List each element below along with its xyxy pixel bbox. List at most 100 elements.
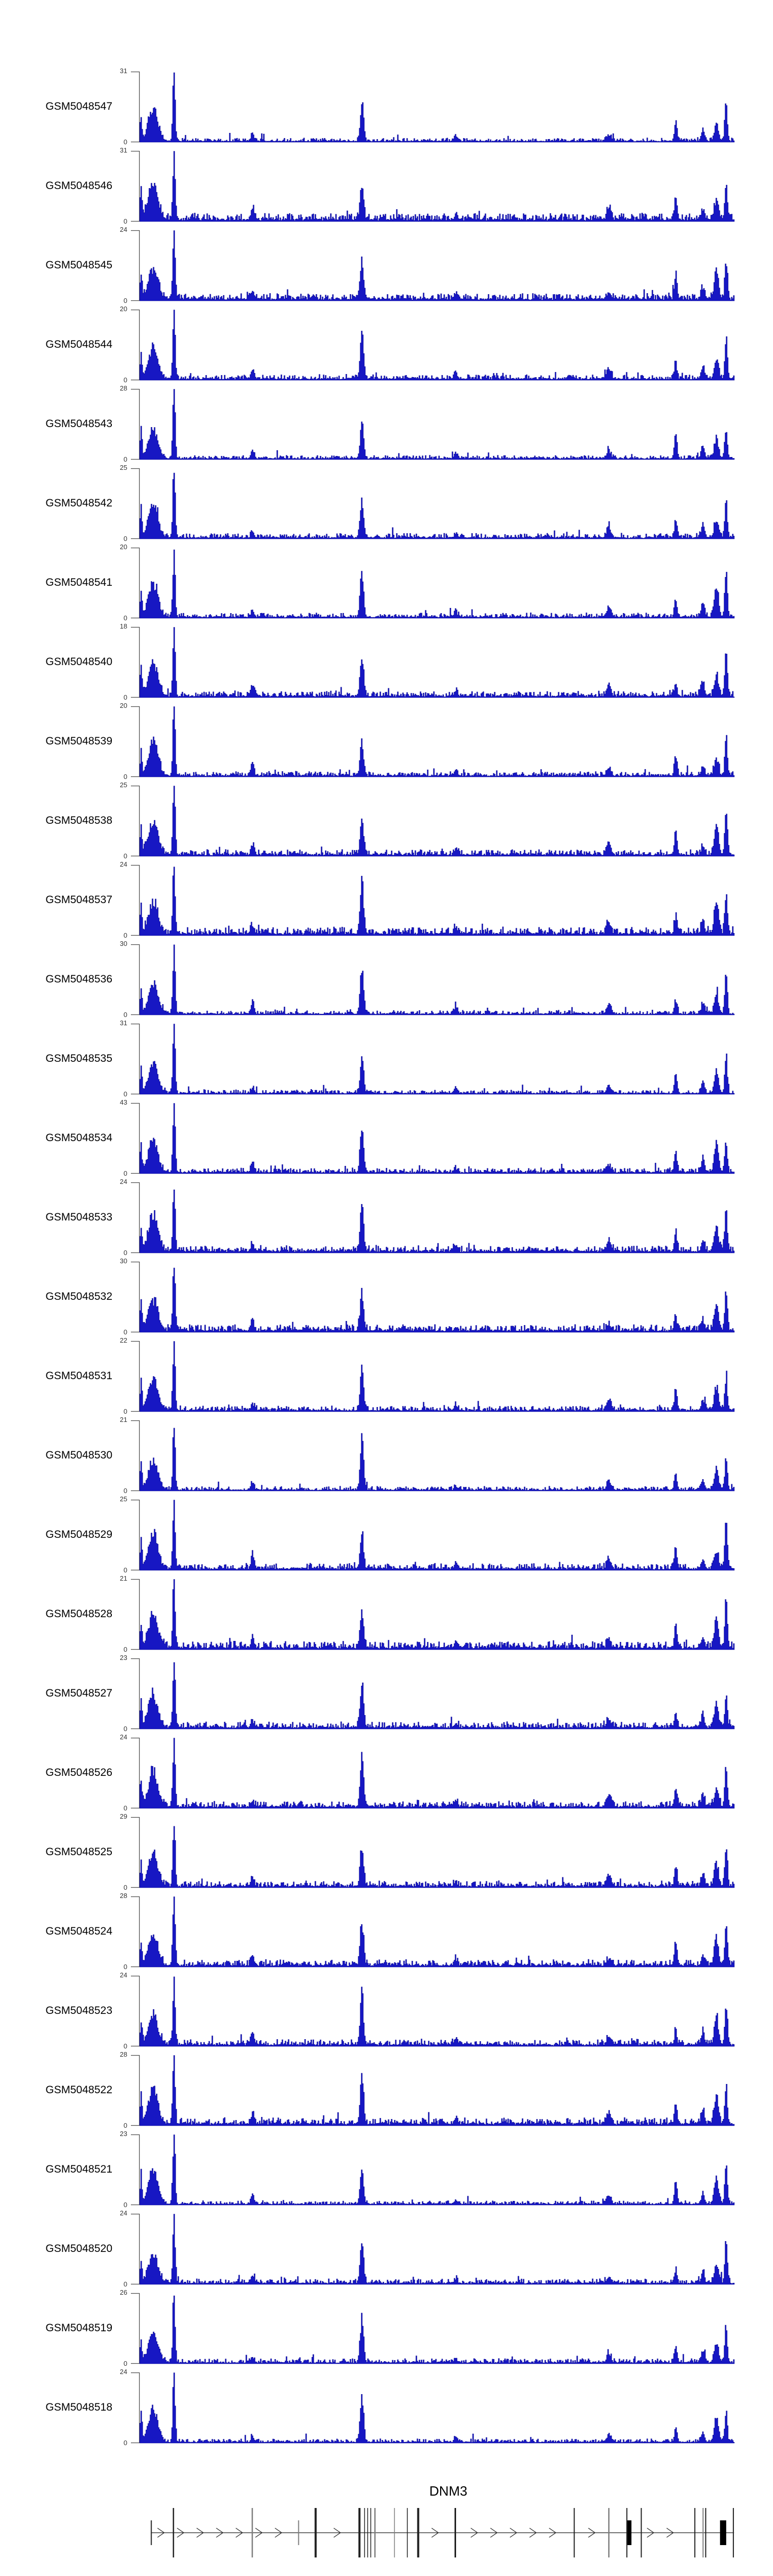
coverage-signal-plot: [131, 1579, 735, 1650]
coverage-signal-plot: [131, 309, 735, 381]
y-axis-max-label: 20: [120, 543, 127, 551]
coverage-track-row: GSM5048526 24 0: [0, 1733, 773, 1817]
gene-exon-tick: [733, 2508, 734, 2557]
sample-name-label: GSM5048530: [45, 1449, 112, 1461]
sample-name-label: GSM5048518: [45, 2401, 112, 2413]
coverage-track-row: GSM5048531 22 0: [0, 1336, 773, 1420]
coverage-signal-plot: [131, 2213, 735, 2285]
gene-exon-tick: [455, 2508, 456, 2557]
y-axis-zero-label: 0: [123, 1011, 127, 1019]
gene-exon-tick: [173, 2508, 174, 2557]
coverage-histogram: [139, 944, 735, 1015]
coverage-signal-plot: [131, 2372, 735, 2444]
coverage-track-row: GSM5048527 23 0: [0, 1654, 773, 1737]
gene-exon-tick: [394, 2508, 395, 2557]
gene-exon-tick: [641, 2508, 642, 2557]
y-axis-max-label: 23: [120, 2130, 127, 2138]
y-axis-max-label: 24: [120, 1733, 127, 1741]
y-axis-zero-label: 0: [123, 1170, 127, 1177]
sample-name-label: GSM5048519: [45, 2322, 112, 2334]
y-axis-zero-label: 0: [123, 297, 127, 304]
sample-name-label: GSM5048543: [45, 418, 112, 430]
y-axis-bracket: [131, 1896, 140, 1968]
coverage-signal-plot: [131, 1023, 735, 1095]
y-axis-zero-label: 0: [123, 1804, 127, 1812]
coverage-signal-plot: [131, 785, 735, 857]
gene-exon-tick: [298, 2520, 299, 2545]
y-axis-max-label: 25: [120, 781, 127, 789]
y-axis-zero-label: 0: [123, 1646, 127, 1653]
y-axis-zero-label: 0: [123, 2122, 127, 2129]
coverage-signal-plot: [131, 626, 735, 698]
y-axis-bracket: [131, 1579, 140, 1650]
coverage-signal-plot: [131, 468, 735, 539]
coverage-histogram: [139, 786, 735, 857]
coverage-signal-plot: [131, 2134, 735, 2206]
y-axis-bracket: [131, 2293, 140, 2364]
sample-name-label: GSM5048535: [45, 1053, 112, 1064]
y-axis-max-label: 43: [120, 1098, 127, 1106]
y-axis-zero-label: 0: [123, 2042, 127, 2050]
strand-arrow-icon: [431, 2528, 439, 2538]
y-axis-max-label: 21: [120, 1574, 127, 1582]
coverage-histogram: [139, 1103, 735, 1174]
y-axis-bracket: [131, 865, 140, 936]
y-axis-zero-label: 0: [123, 2439, 127, 2447]
y-axis-max-label: 20: [120, 702, 127, 709]
y-axis-zero-label: 0: [123, 217, 127, 225]
y-axis-bracket: [131, 944, 140, 1015]
y-axis-zero-label: 0: [123, 931, 127, 939]
y-axis-max-label: 26: [120, 2289, 127, 2296]
coverage-histogram: [139, 706, 735, 777]
coverage-signal-plot: [131, 1817, 735, 1888]
y-axis-max-label: 21: [120, 1416, 127, 1423]
y-axis-max-label: 28: [120, 1892, 127, 1900]
sample-name-label: GSM5048542: [45, 497, 112, 509]
y-axis-zero-label: 0: [123, 1090, 127, 1098]
coverage-track-row: GSM5048524 28 0: [0, 1892, 773, 1975]
sample-name-label: GSM5048524: [45, 1925, 112, 1937]
strand-arrow-icon: [236, 2528, 243, 2538]
y-axis-bracket: [131, 1341, 140, 1412]
gene-exon-box: [720, 2520, 727, 2545]
y-axis-max-label: 25: [120, 1495, 127, 1503]
strand-arrow-icon: [255, 2528, 263, 2538]
gene-exon-box: [627, 2520, 632, 2545]
y-axis-zero-label: 0: [123, 693, 127, 701]
y-axis-bracket: [131, 1737, 140, 1809]
strand-arrow-icon: [216, 2528, 224, 2538]
coverage-signal-plot: [131, 1975, 735, 2047]
gene-exon-tick: [314, 2508, 317, 2557]
coverage-track-row: GSM5048529 25 0: [0, 1495, 773, 1579]
coverage-histogram: [139, 1190, 735, 1253]
sample-name-label: GSM5048529: [45, 1529, 112, 1540]
coverage-histogram: [139, 310, 735, 381]
coverage-track-row: GSM5048541 20 0: [0, 543, 773, 626]
coverage-track-row: GSM5048533 24 0: [0, 1178, 773, 1261]
y-axis-zero-label: 0: [123, 614, 127, 622]
coverage-signal-plot: [131, 865, 735, 936]
coverage-track-row: GSM5048542 25 0: [0, 464, 773, 547]
y-axis-zero-label: 0: [123, 376, 127, 384]
sample-name-label: GSM5048544: [45, 338, 112, 350]
y-axis-max-label: 30: [120, 940, 127, 947]
y-axis-zero-label: 0: [123, 1963, 127, 1971]
coverage-signal-plot: [131, 1896, 735, 1968]
coverage-track-row: GSM5048536 30 0: [0, 940, 773, 1023]
coverage-track-row: GSM5048525 29 0: [0, 1812, 773, 1896]
y-axis-zero-label: 0: [123, 2360, 127, 2367]
coverage-histogram: [139, 389, 735, 460]
coverage-signal-plot: [131, 706, 735, 777]
coverage-histogram: [139, 867, 735, 936]
strand-arrow-icon: [647, 2528, 654, 2538]
y-axis-max-label: 20: [120, 305, 127, 313]
coverage-histogram: [139, 2134, 735, 2206]
y-axis-bracket: [131, 706, 140, 777]
sample-name-label: GSM5048547: [45, 100, 112, 112]
coverage-signal-plot: [131, 2055, 735, 2126]
y-axis-zero-label: 0: [123, 455, 127, 463]
gene-exon-tick: [574, 2508, 575, 2557]
y-axis-bracket: [131, 468, 140, 539]
y-axis-bracket: [131, 547, 140, 619]
sample-name-label: GSM5048527: [45, 1687, 112, 1699]
